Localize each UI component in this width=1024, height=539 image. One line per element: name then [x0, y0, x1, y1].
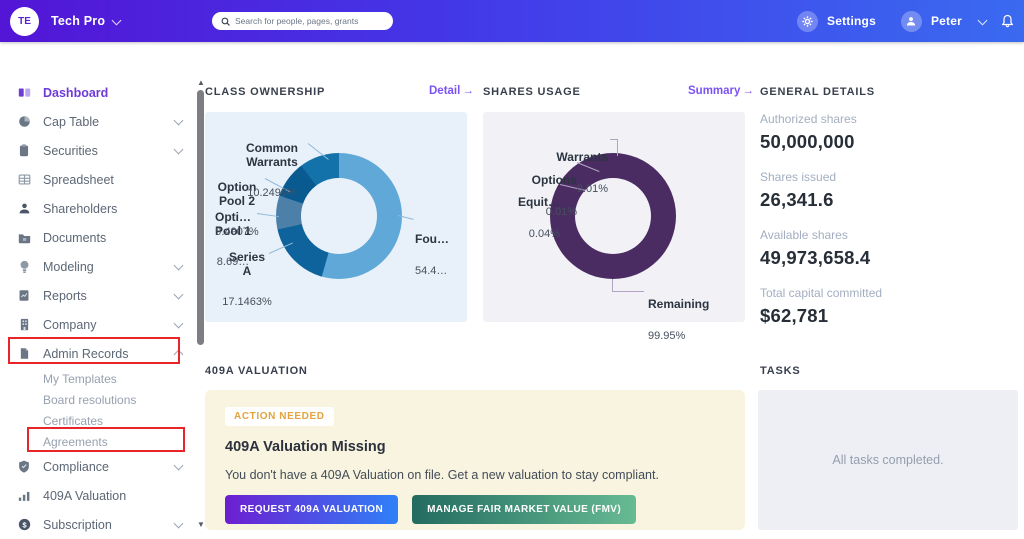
chevron-down-icon [174, 519, 184, 529]
valuation-missing-heading: 409A Valuation Missing [225, 439, 725, 455]
valuation-409a-panel: ACTION NEEDED 409A Valuation Missing You… [205, 390, 745, 530]
scroll-down-arrow[interactable]: ▼ [196, 520, 206, 529]
class-ownership-detail-link[interactable]: Detail→ [429, 85, 474, 97]
sidebar-item-cap-table[interactable]: Cap Table [0, 107, 196, 136]
table-icon [17, 173, 31, 187]
valuation-409a-title: 409A VALUATION [205, 365, 308, 377]
sidebar-item-reports[interactable]: Reports [0, 281, 196, 310]
global-search[interactable] [212, 12, 393, 30]
stat-total-capital-committed: Total capital committed $62,781 [760, 286, 1024, 327]
sidebar-item-modeling[interactable]: Modeling [0, 252, 196, 281]
folder-icon [17, 231, 31, 245]
leader-line [610, 139, 618, 156]
chevron-down-icon [174, 116, 184, 126]
building-icon [17, 318, 31, 332]
general-details-title: GENERAL DETAILS [760, 86, 875, 98]
donut-label-equity: Equit… 0.04% [484, 178, 560, 259]
top-navbar: TE Tech Pro Settings Peter [0, 0, 1024, 42]
donut-label-remaining: Remaining 99.95% [648, 280, 738, 361]
pie-chart-icon [17, 115, 31, 129]
donut-label-founders: Fou… 54.4… [415, 215, 467, 296]
sidebar-item-documents[interactable]: Documents [0, 223, 196, 252]
lightbulb-icon [17, 260, 31, 274]
shares-usage-chart-card: Remaining 99.95% Warrants 0.01% Options … [483, 112, 745, 322]
sidebar-item-dashboard[interactable]: Dashboard [0, 78, 196, 107]
arrow-right-icon: → [462, 85, 474, 97]
sidebar-scrollbar: ▲ ▼ [194, 42, 208, 538]
general-details-panel: Authorized shares 50,000,000 Shares issu… [760, 112, 1024, 344]
chevron-down-icon[interactable] [112, 15, 122, 25]
search-input[interactable] [235, 16, 384, 26]
sidebar-item-company[interactable]: Company [0, 310, 196, 339]
stat-authorized-shares: Authorized shares 50,000,000 [760, 112, 1024, 153]
clipboard-icon [17, 144, 31, 158]
svg-text:$: $ [22, 520, 27, 529]
sidebar-item-compliance[interactable]: Compliance [0, 452, 196, 481]
shares-usage-summary-link[interactable]: Summary→ [688, 85, 754, 97]
shares-usage-title: SHARES USAGE [483, 86, 581, 98]
chevron-down-icon [174, 290, 184, 300]
tasks-empty-text: All tasks completed. [832, 453, 943, 467]
sidebar-item-subscription[interactable]: $ Subscription [0, 510, 196, 539]
search-icon [221, 17, 230, 26]
dashboard-icon [17, 86, 31, 100]
dollar-circle-icon: $ [17, 518, 31, 532]
stat-shares-issued: Shares issued 26,341.6 [760, 170, 1024, 211]
bar-chart-icon [17, 489, 31, 503]
person-icon [17, 202, 31, 216]
leader-line [612, 279, 644, 292]
request-409a-valuation-button[interactable]: REQUEST 409A VALUATION [225, 495, 398, 524]
sidebar-item-securities[interactable]: Securities [0, 136, 196, 165]
sidebar-item-shareholders[interactable]: Shareholders [0, 194, 196, 223]
chevron-down-icon [174, 461, 184, 471]
scrollbar-thumb[interactable] [197, 90, 204, 345]
chevron-down-icon [174, 319, 184, 329]
annotation-box-admin-records [8, 337, 180, 364]
stat-available-shares: Available shares 49,973,658.4 [760, 228, 1024, 269]
action-needed-badge: ACTION NEEDED [225, 407, 334, 426]
sidebar-item-409a-valuation[interactable]: 409A Valuation [0, 481, 196, 510]
chevron-down-icon[interactable] [978, 15, 988, 25]
main-content: CLASS OWNERSHIP Detail→ SHARES USAGE Sum… [205, 42, 1024, 538]
arrow-right-icon: → [742, 85, 754, 97]
user-menu[interactable]: Peter [931, 14, 962, 28]
annotation-box-agreements [27, 427, 185, 452]
tasks-panel: All tasks completed. [758, 390, 1018, 530]
class-ownership-chart-card: Fou… 54.4… Series A 17.1463% Opti… Pool … [205, 112, 467, 322]
shield-icon [17, 460, 31, 474]
report-icon [17, 289, 31, 303]
bell-icon[interactable] [1001, 14, 1014, 28]
sidebar-subitem-board-resolutions[interactable]: Board resolutions [0, 389, 196, 410]
company-logo[interactable]: TE [10, 7, 39, 36]
sidebar: Dashboard Cap Table Securities Spreadshe… [0, 42, 196, 538]
chevron-down-icon [174, 145, 184, 155]
gear-icon[interactable] [797, 11, 818, 32]
chevron-down-icon [174, 261, 184, 271]
sidebar-subitem-my-templates[interactable]: My Templates [0, 368, 196, 389]
scroll-up-arrow[interactable]: ▲ [196, 78, 206, 87]
manage-fmv-button[interactable]: MANAGE FAIR MARKET VALUE (FMV) [412, 495, 636, 524]
tasks-title: TASKS [760, 365, 800, 377]
donut-label-common-warrants: Common Warrants 10.2499% [227, 124, 317, 218]
user-avatar[interactable] [901, 11, 922, 32]
company-switcher[interactable]: Tech Pro [51, 14, 105, 28]
valuation-missing-body: You don't have a 409A Valuation on file.… [225, 468, 725, 482]
sidebar-item-spreadsheet[interactable]: Spreadsheet [0, 165, 196, 194]
settings-button[interactable]: Settings [827, 14, 876, 28]
class-ownership-title: CLASS OWNERSHIP [205, 86, 325, 98]
